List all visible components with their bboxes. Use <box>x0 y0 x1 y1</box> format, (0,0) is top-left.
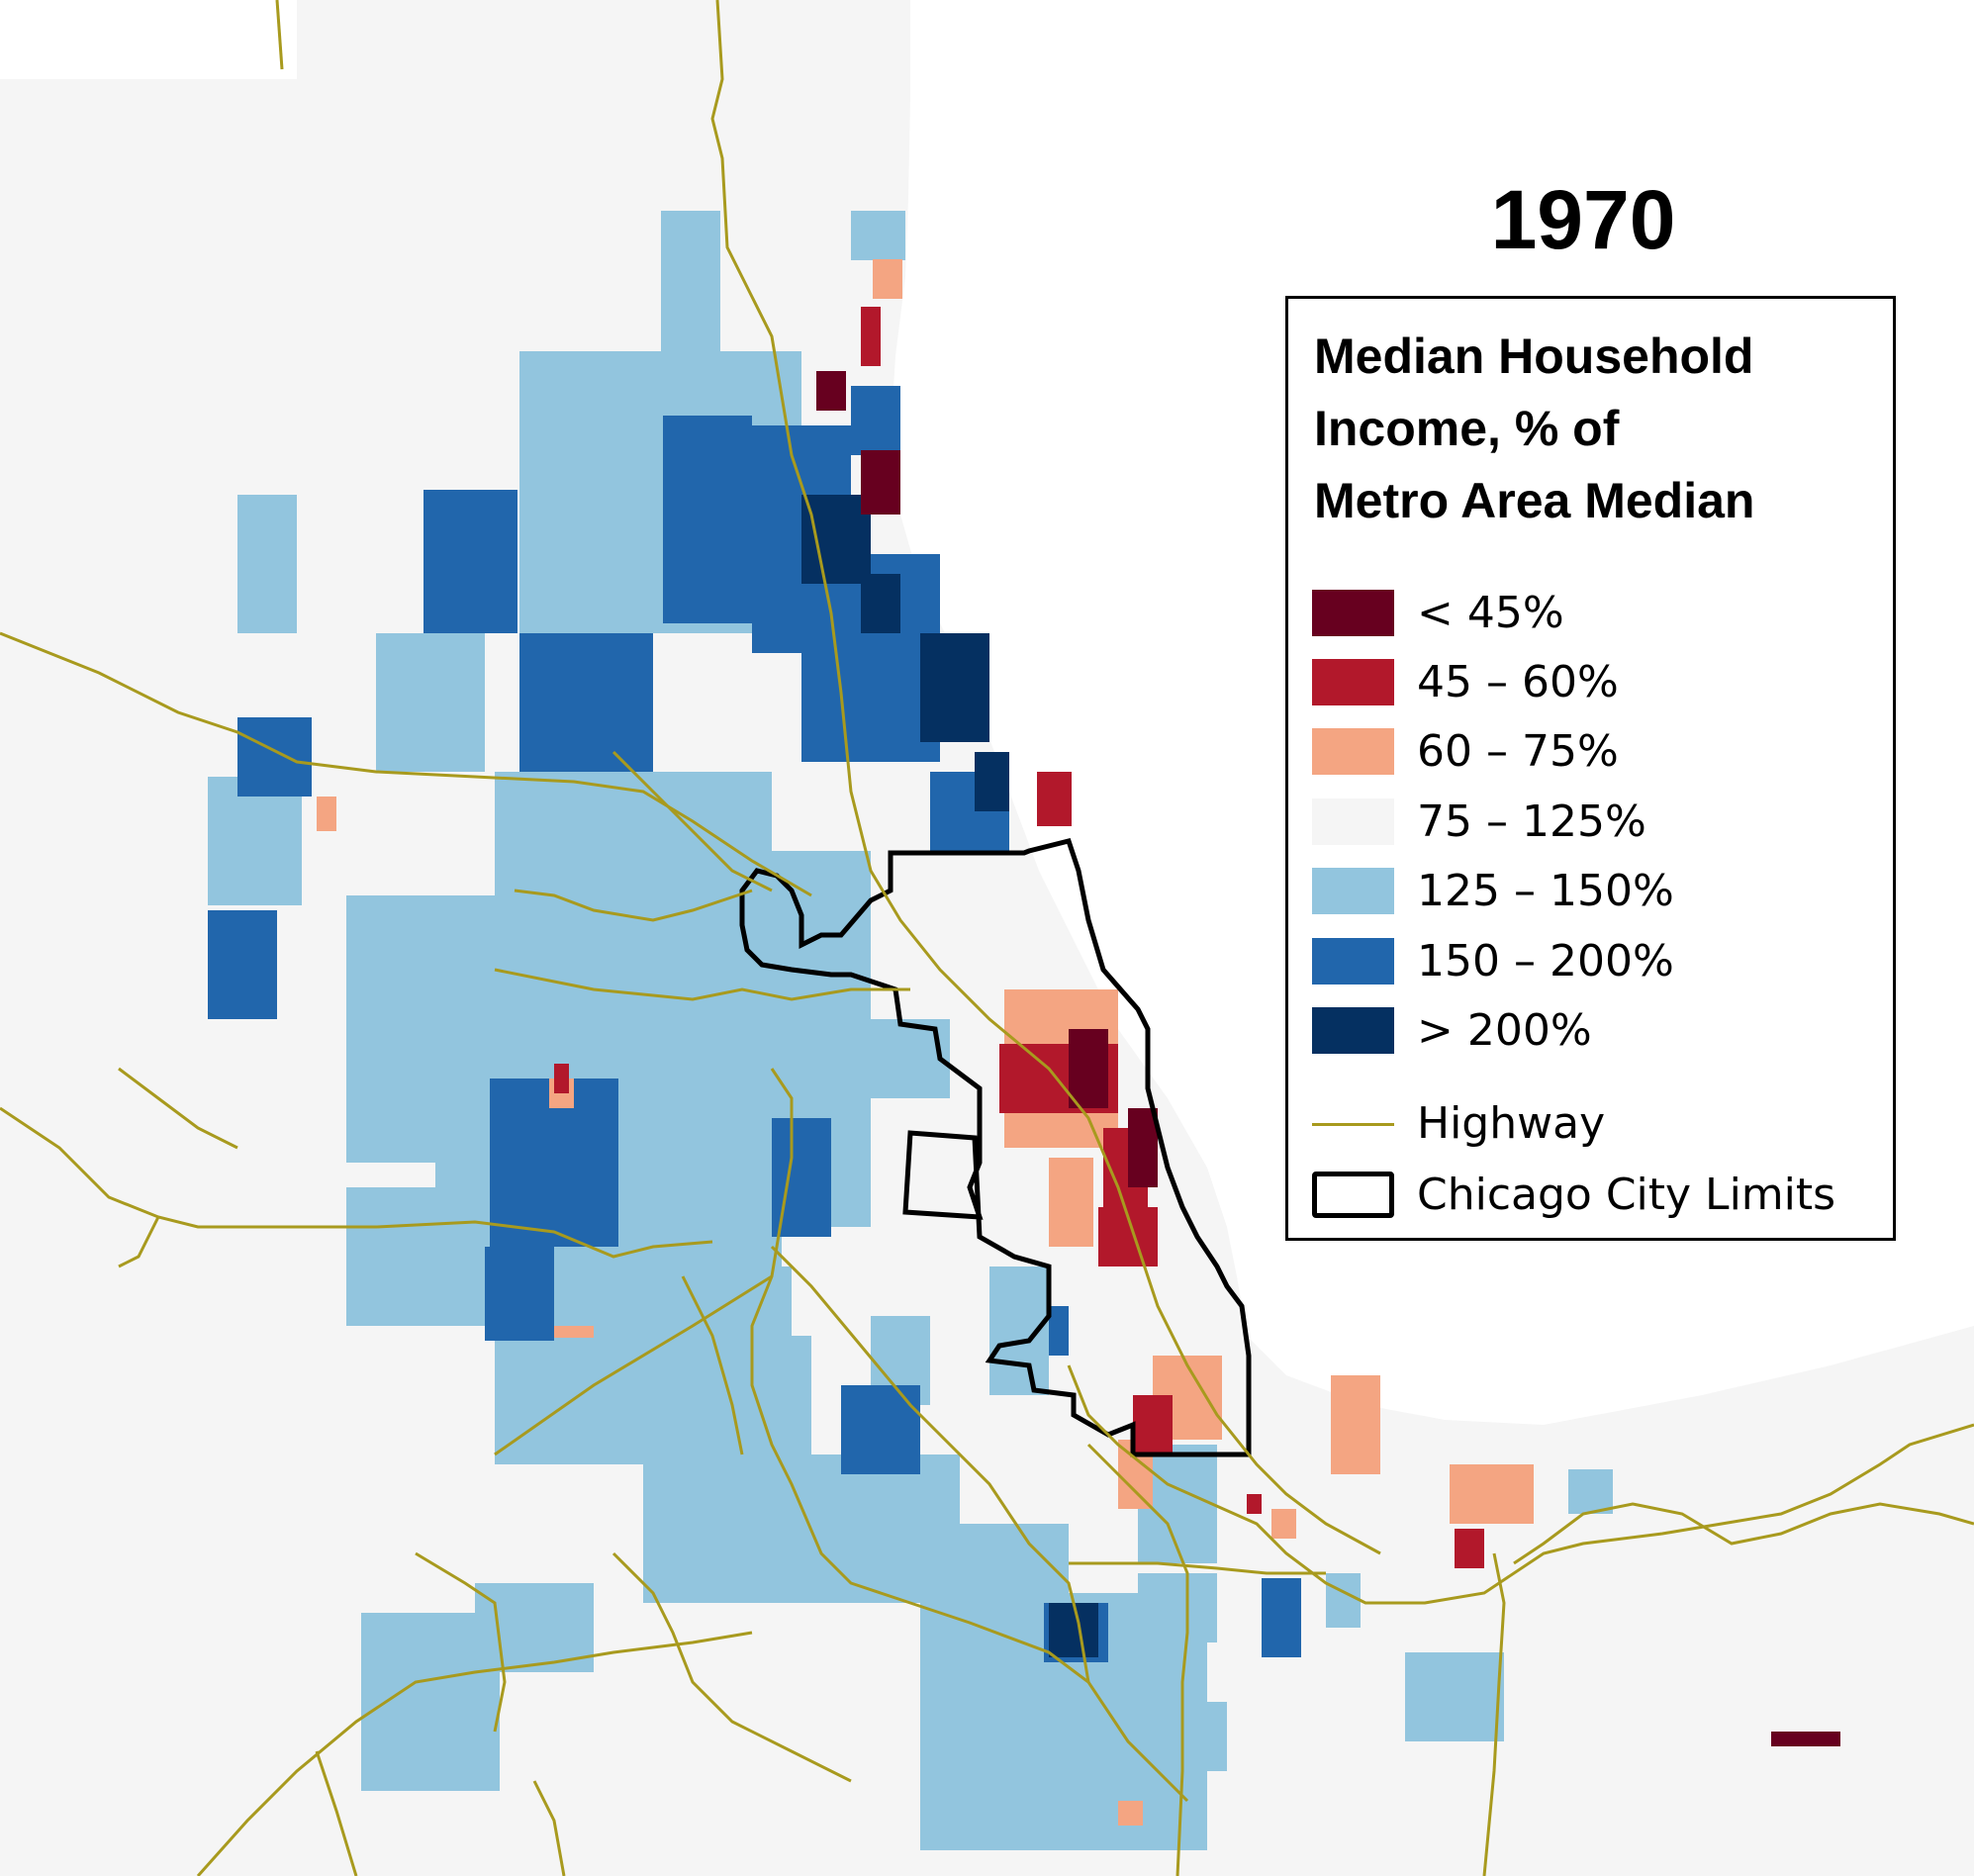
legend-item-under-45: < 45% <box>1312 588 1886 638</box>
legend-swatch <box>1312 590 1394 636</box>
chicago-city-limits <box>739 838 1252 1457</box>
legend-title-line: Income, % of <box>1314 401 1620 456</box>
tracts-over-200 <box>801 495 1098 1657</box>
legend-label: Highway <box>1417 1098 1606 1149</box>
legend-label: > 200% <box>1417 1005 1592 1056</box>
tracts-125-150 <box>208 211 1613 1850</box>
legend-label: 60 – 75% <box>1417 726 1619 777</box>
legend-swatch <box>1312 728 1394 775</box>
legend-swatch <box>1312 1007 1394 1054</box>
legend-item-125-150: 125 – 150% <box>1312 866 1886 916</box>
legend-swatch <box>1312 868 1394 914</box>
legend-label: Chicago City Limits <box>1417 1170 1836 1220</box>
no-data-area <box>0 0 297 79</box>
legend-item-60-75: 60 – 75% <box>1312 726 1886 777</box>
legend-item-city-limits: Chicago City Limits <box>1312 1170 1886 1220</box>
legend-item-75-125: 75 – 125% <box>1312 797 1886 847</box>
legend-label: 45 – 60% <box>1417 657 1619 707</box>
legend-swatch <box>1312 938 1394 985</box>
legend-title: Median Household Income, % of Metro Area… <box>1314 321 1888 537</box>
legend-item-highway: Highway <box>1312 1098 1886 1149</box>
legend-title-line: Metro Area Median <box>1314 473 1755 528</box>
legend-title-line: Median Household <box>1314 328 1754 384</box>
legend-swatch <box>1312 659 1394 705</box>
legend-label: < 45% <box>1417 588 1564 638</box>
legend-label: 75 – 125% <box>1417 797 1646 847</box>
legend-item-150-200: 150 – 200% <box>1312 936 1886 986</box>
no-data-area <box>0 1336 465 1876</box>
highway-line-icon <box>1312 1123 1394 1126</box>
legend: Median Household Income, % of Metro Area… <box>1285 296 1896 1241</box>
tracts-under-45 <box>816 371 1840 1746</box>
legend-label: 150 – 200% <box>1417 936 1674 986</box>
map-title: 1970 <box>1490 173 1676 266</box>
legend-item-45-60: 45 – 60% <box>1312 657 1886 707</box>
city-limits-outline-icon <box>1312 1172 1394 1218</box>
legend-swatch <box>1312 798 1394 845</box>
legend-label: 125 – 150% <box>1417 866 1674 916</box>
legend-item-over-200: > 200% <box>1312 1005 1886 1056</box>
